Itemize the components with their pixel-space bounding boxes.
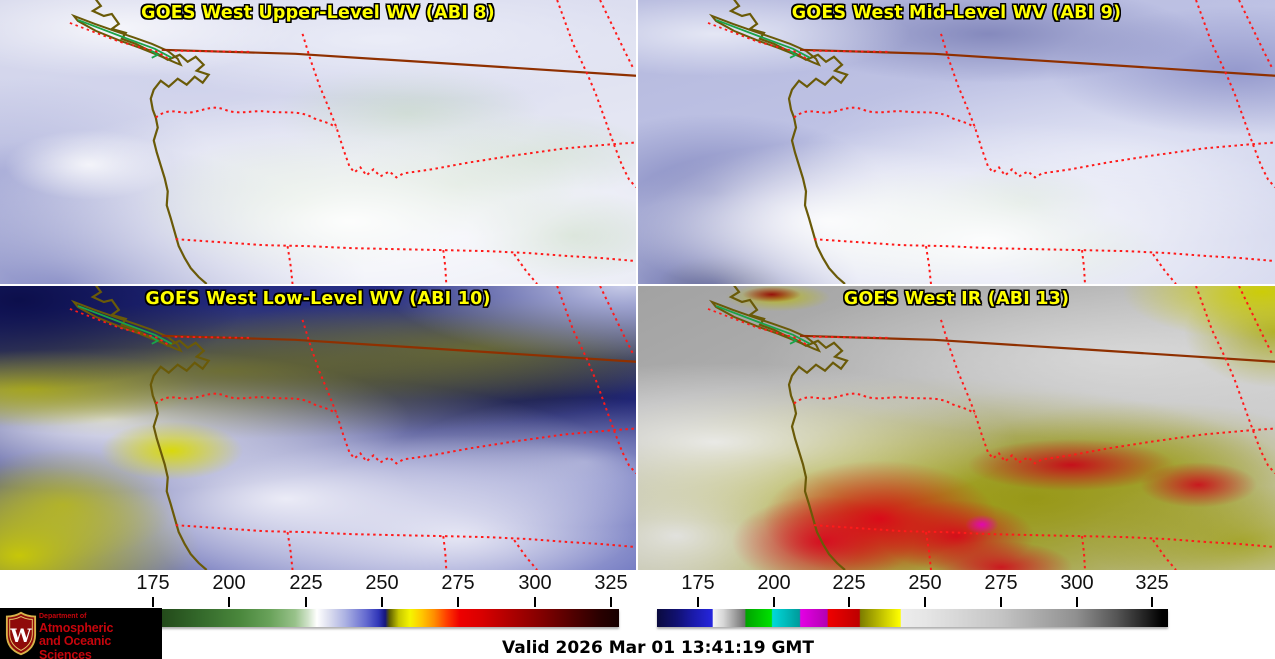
panel-title-abi10: GOES West Low-Level WV (ABI 10)	[145, 289, 491, 309]
colorbar-strip: 175 200 225 250 275 300 325 175 200 225 …	[0, 570, 1275, 659]
ir-tick-label: 225	[832, 572, 866, 594]
panel-mid-level-wv: GOES West Mid-Level WV (ABI 9)	[638, 0, 1275, 284]
ir-tick-label: 250	[908, 572, 942, 594]
ir-tick-mark	[1000, 597, 1002, 607]
uw-crest-icon: W	[5, 611, 37, 656]
wv-tick-mark	[381, 597, 383, 607]
ir-tick-mark	[697, 597, 699, 607]
wv-tick-mark	[305, 597, 307, 607]
ir-tick-mark	[924, 597, 926, 607]
ir-tick-label: 200	[757, 572, 791, 594]
ir-tick-label: 300	[1060, 572, 1094, 594]
panel-low-level-wv: GOES West Low-Level WV (ABI 10)	[0, 286, 636, 570]
wv-tick-mark	[457, 597, 459, 607]
panel-ir: GOES West IR (ABI 13)	[638, 286, 1275, 570]
ir-tick-label: 275	[984, 572, 1018, 594]
wv-tick-mark	[610, 597, 612, 607]
map-overlay	[638, 0, 1275, 284]
panel-upper-level-wv: GOES West Upper-Level WV (ABI 8)	[0, 0, 636, 284]
wv-tick-label: 325	[594, 572, 628, 594]
panel-title-abi8: GOES West Upper-Level WV (ABI 8)	[141, 3, 495, 23]
ir-tick-mark	[848, 597, 850, 607]
logo-text: Department of Atmospheric and Oceanic Sc…	[39, 613, 162, 659]
satellite-imagery-abi13	[638, 286, 1275, 570]
map-overlay	[0, 0, 636, 284]
wv-tick-label: 175	[136, 572, 170, 594]
map-overlay	[0, 286, 636, 570]
wv-tick-mark	[152, 597, 154, 607]
logo-dept-line: Department of	[39, 613, 87, 620]
ir-tick-mark	[1151, 597, 1153, 607]
wv-tick-label: 250	[365, 572, 399, 594]
wv-colorbar	[113, 609, 619, 627]
ir-tick-mark	[773, 597, 775, 607]
logo-line2: and Oceanic Sciences	[39, 634, 112, 659]
uw-aos-logo: W Department of Atmospheric and Oceanic …	[0, 608, 162, 659]
ir-colorbar	[657, 609, 1168, 627]
ir-tick-mark	[1076, 597, 1078, 607]
valid-timestamp: Valid 2026 Mar 01 13:41:19 GMT	[502, 638, 814, 658]
wv-tick-mark	[534, 597, 536, 607]
ir-tick-label: 175	[681, 572, 715, 594]
satellite-imagery-abi9	[638, 0, 1275, 284]
svg-text:W: W	[9, 625, 32, 647]
wv-tick-mark	[228, 597, 230, 607]
wv-tick-label: 300	[518, 572, 552, 594]
panel-title-abi9: GOES West Mid-Level WV (ABI 9)	[791, 3, 1122, 23]
wv-tick-label: 225	[289, 572, 323, 594]
satellite-imagery-abi8	[0, 0, 636, 284]
wv-tick-label: 275	[441, 572, 475, 594]
wv-tick-label: 200	[212, 572, 246, 594]
panel-title-abi13: GOES West IR (ABI 13)	[843, 289, 1070, 309]
logo-line1: Atmospheric	[39, 621, 114, 636]
ir-tick-label: 325	[1135, 572, 1169, 594]
satellite-imagery-abi10	[0, 286, 636, 570]
map-overlay	[638, 286, 1275, 570]
